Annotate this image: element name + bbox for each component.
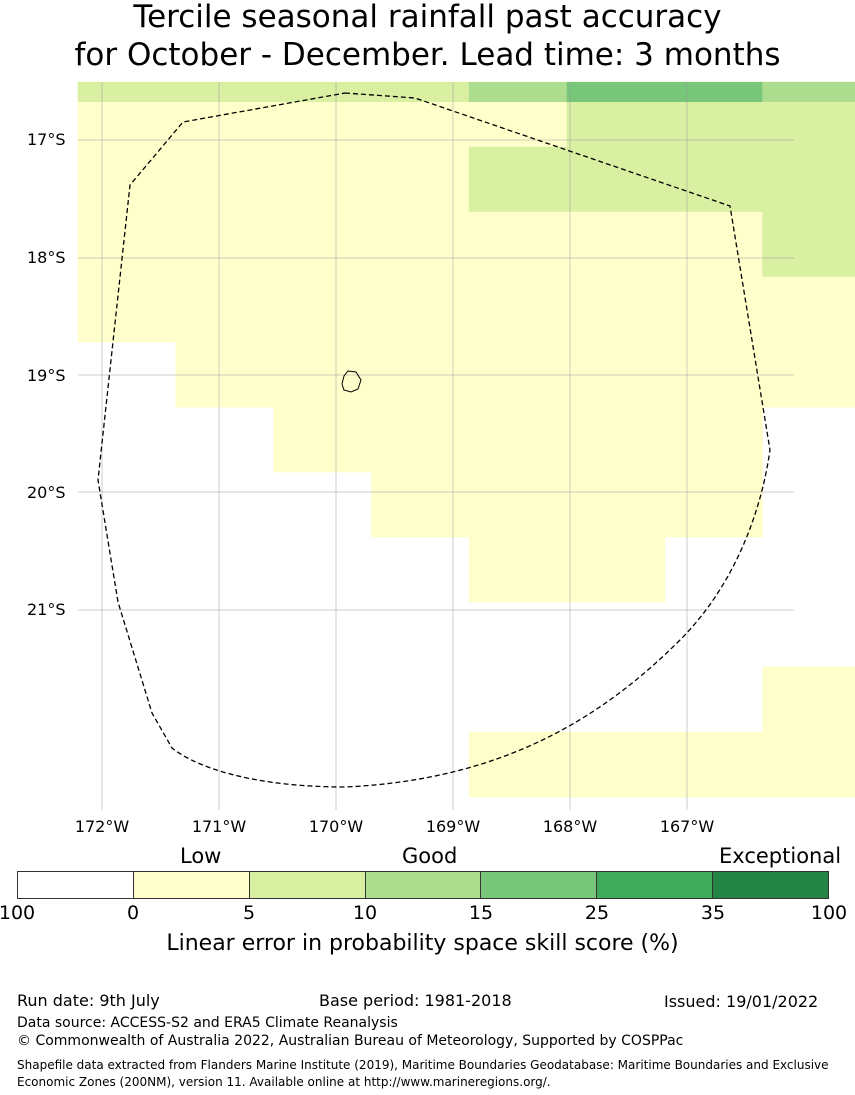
- skill-cell: [371, 211, 470, 278]
- skill-cell: [566, 471, 666, 538]
- skill-cell: [762, 82, 855, 102]
- skill-cell: [468, 146, 568, 213]
- skill-cell: [175, 341, 274, 408]
- skill-cell: [468, 341, 568, 408]
- skill-cell: [664, 211, 763, 278]
- skill-cell: [77, 82, 177, 102]
- skill-cell: [664, 276, 763, 343]
- skill-cell: [371, 146, 470, 213]
- skill-cell: [273, 146, 372, 213]
- skill-cell: [468, 471, 568, 538]
- colorbar-tick: 5: [242, 902, 256, 924]
- skill-cell: [273, 406, 372, 473]
- skill-cell: [664, 146, 763, 213]
- skill-cell: [77, 211, 177, 278]
- lat-label: 19°S: [27, 366, 66, 385]
- skill-cell: [566, 341, 666, 408]
- colorbar-segment: [597, 872, 714, 898]
- skill-cell: [468, 211, 568, 278]
- category-label-low: Low: [180, 844, 222, 868]
- skill-cell: [468, 82, 568, 102]
- skill-cell: [664, 341, 763, 408]
- skill-cell: [664, 82, 763, 102]
- skill-cell: [371, 82, 470, 102]
- colorbar-segment: [18, 872, 134, 898]
- skill-cell: [273, 276, 372, 343]
- skill-cell: [566, 536, 666, 603]
- copyright: © Commonwealth of Australia 2022, Austra…: [17, 1033, 684, 1049]
- skill-cell: [566, 276, 666, 343]
- colorbar-tick: 100: [810, 902, 848, 924]
- skill-cell: [273, 82, 372, 102]
- skill-cell: [468, 536, 568, 603]
- colorbar-tick: 0: [126, 902, 140, 924]
- data-source: Data source: ACCESS-S2 and ERA5 Climate …: [17, 1015, 398, 1031]
- skill-grid: [77, 81, 855, 798]
- category-label-exceptional: Exceptional: [719, 844, 842, 868]
- colorbar-tick: 10: [352, 902, 378, 924]
- colorbar-tick: 25: [584, 902, 610, 924]
- colorbar-tick: 100: [0, 902, 36, 924]
- skill-cell: [273, 211, 372, 278]
- shapefile-credit: Shapefile data extracted from Flanders M…: [17, 1058, 829, 1089]
- skill-cell: [371, 276, 470, 343]
- skill-cell: [762, 146, 855, 213]
- colorbar-tick: 35: [700, 902, 726, 924]
- skill-cell: [664, 406, 763, 473]
- eez-boundary: [97, 92, 771, 788]
- lon-label: 168°W: [542, 817, 598, 836]
- lon-label: 171°W: [191, 817, 247, 836]
- skill-cell: [762, 276, 855, 343]
- lat-label: 17°S: [27, 130, 66, 149]
- skill-cell: [175, 82, 274, 102]
- colorbar: [17, 871, 829, 899]
- colorbar-label: Linear error in probability space skill …: [166, 931, 679, 956]
- colorbar-segment: [481, 872, 598, 898]
- lon-label: 172°W: [74, 817, 130, 836]
- lat-label: 20°S: [27, 483, 66, 502]
- colorbar-tick: 15: [468, 902, 494, 924]
- skill-cell: [762, 341, 855, 408]
- skill-cell: [468, 731, 568, 798]
- skill-cell: [566, 82, 666, 102]
- skill-cell: [566, 731, 666, 798]
- lat-label: 21°S: [27, 600, 66, 619]
- skill-cell: [664, 731, 763, 798]
- skill-cell: [762, 666, 855, 733]
- lon-label: 167°W: [659, 817, 715, 836]
- graticule: [78, 82, 794, 810]
- skill-cell: [175, 211, 274, 278]
- colorbar-segment: [713, 872, 829, 898]
- lon-label: 169°W: [425, 817, 481, 836]
- map-title-line2: for October - December. Lead time: 3 mon…: [74, 37, 781, 73]
- lat-label: 18°S: [27, 248, 66, 267]
- lon-label: 170°W: [308, 817, 364, 836]
- skill-map: [77, 81, 855, 810]
- skill-cell: [77, 146, 177, 213]
- skill-cell: [566, 146, 666, 213]
- skill-cell: [566, 211, 666, 278]
- skill-cell: [175, 146, 274, 213]
- map-title-line1: Tercile seasonal rainfall past accuracy: [133, 0, 722, 35]
- colorbar-segment: [249, 872, 366, 898]
- colorbar-segment: [365, 872, 482, 898]
- run-date: Run date: 9th July: [17, 991, 160, 1010]
- skill-cell: [468, 406, 568, 473]
- skill-cell: [664, 471, 763, 538]
- skill-cell: [273, 341, 372, 408]
- skill-cell: [566, 406, 666, 473]
- skill-cell: [175, 276, 274, 343]
- skill-cell: [468, 276, 568, 343]
- skill-cell: [371, 406, 470, 473]
- base-period: Base period: 1981-2018: [319, 991, 512, 1010]
- colorbar-segment: [133, 872, 250, 898]
- issued-date: Issued: 19/01/2022: [664, 992, 819, 1011]
- category-label-good: Good: [402, 844, 458, 868]
- skill-cell: [762, 731, 855, 798]
- skill-cell: [77, 276, 177, 343]
- skill-cell: [371, 341, 470, 408]
- skill-cell: [762, 211, 855, 278]
- island-outline: [341, 370, 362, 393]
- skill-cell: [371, 471, 470, 538]
